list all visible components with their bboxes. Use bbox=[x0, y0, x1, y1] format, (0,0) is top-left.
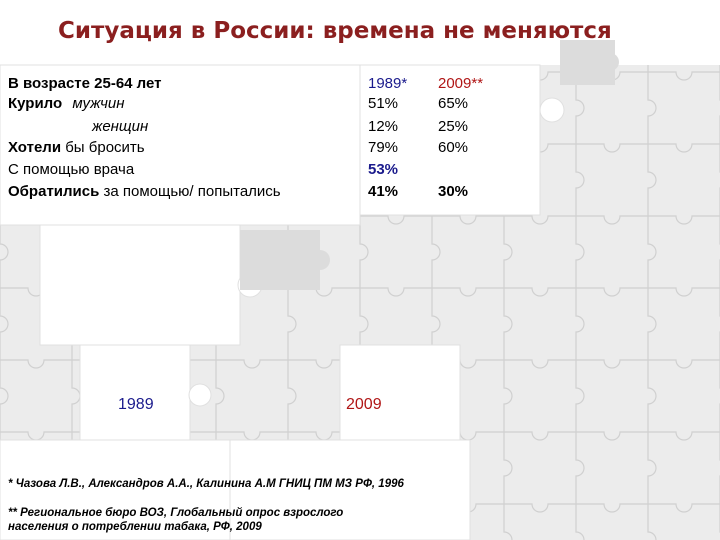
row-label-women: женщин bbox=[92, 118, 149, 135]
footnote-2-line-1: ** Региональное бюро ВОЗ, Глобальный опр… bbox=[8, 507, 344, 519]
cell-1989-header: 1989* bbox=[368, 75, 408, 92]
image-label-2009: 2009 bbox=[346, 396, 382, 413]
cell-women-1989: 12% bbox=[368, 118, 399, 135]
cell-wanted-2009: 60% bbox=[438, 139, 469, 156]
row-label-sought-rest: за помощью/ попытались bbox=[99, 183, 281, 200]
row-label-smoked-bold: Курило bbox=[8, 95, 63, 112]
cell-2009-header: 2009** bbox=[438, 75, 484, 92]
row-label-age: В возрасте 25-64 лет bbox=[8, 75, 162, 92]
row-label-wanted-rest: бы бросить bbox=[61, 139, 145, 156]
image-label-1989: 1989 bbox=[118, 396, 154, 413]
row-label-sought-bold: Обратились bbox=[8, 183, 100, 200]
cell-men-2009: 65% bbox=[438, 95, 469, 112]
footnote-2-line-2: населения о потреблении табака, РФ, 2009 bbox=[8, 521, 262, 533]
row-label-sought-help: Обратились за помощью/ попытались bbox=[8, 182, 281, 201]
cell-men-1989: 51% bbox=[368, 95, 399, 112]
cell-sought-2009: 30% bbox=[438, 183, 469, 200]
row-label-smoked: Курило мужчин bbox=[8, 94, 125, 113]
row-label-wanted-bold: Хотели bbox=[8, 139, 62, 156]
cell-women-2009: 25% bbox=[438, 118, 469, 135]
footnote-1: * Чазова Л.В., Александров А.А., Калинин… bbox=[8, 478, 404, 490]
row-label-doctor: С помощью врача bbox=[8, 161, 135, 178]
cell-wanted-1989: 79% bbox=[368, 139, 399, 156]
cell-doctor-1989: 53% bbox=[368, 161, 399, 178]
page-title: Ситуация в России: времена не меняются bbox=[58, 18, 612, 44]
cell-sought-1989: 41% bbox=[368, 183, 399, 200]
row-label-men: мужчин bbox=[72, 95, 125, 112]
row-label-wanted-quit: Хотели бы бросить bbox=[8, 138, 145, 157]
